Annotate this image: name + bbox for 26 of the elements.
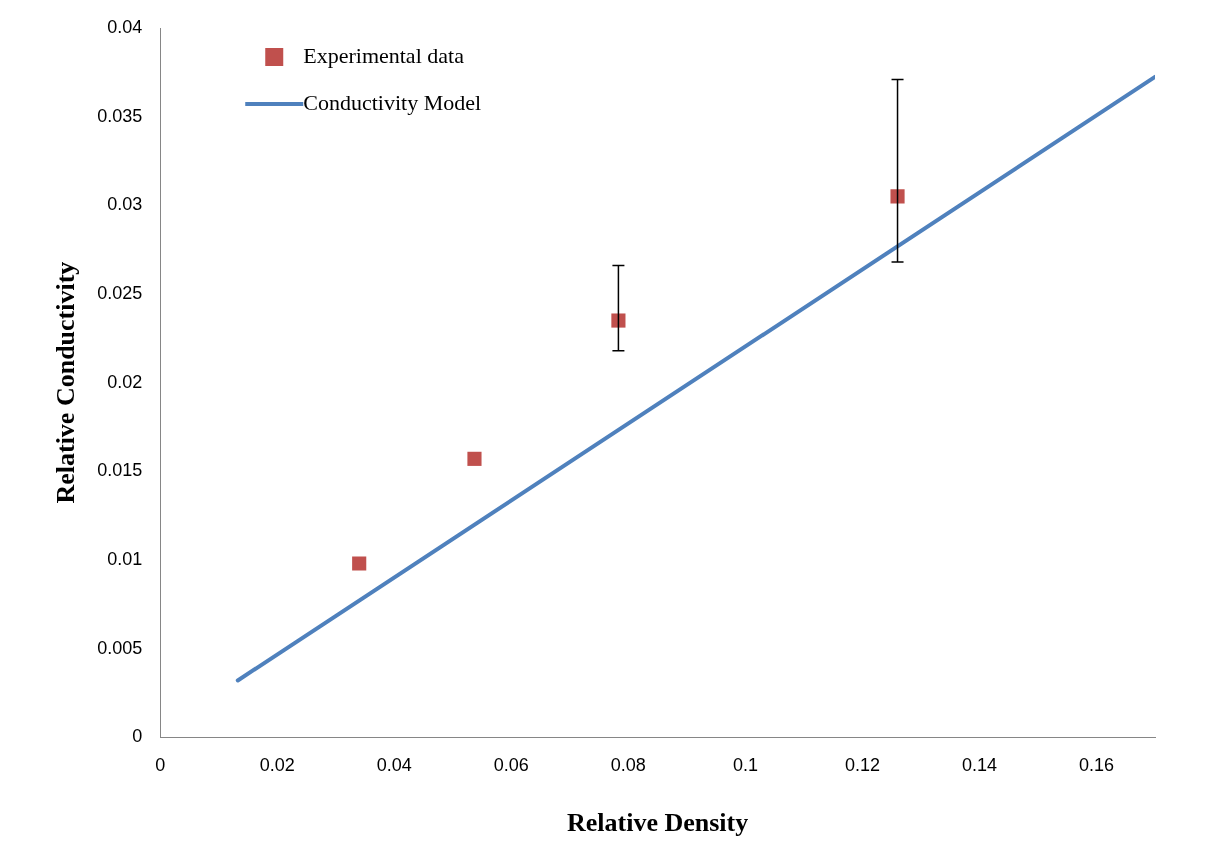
x-tick-label: 0.02: [259, 754, 295, 775]
legend-label: Conductivity Model: [303, 89, 482, 115]
x-tick-label: 0.08: [610, 754, 646, 775]
y-tick-label: 0.02: [107, 371, 143, 392]
x-tick-label: 0.04: [376, 754, 412, 775]
point: [467, 451, 482, 466]
legend-label: Experimental data: [303, 42, 465, 68]
y-tick-label: 0.04: [107, 16, 143, 37]
point: [352, 556, 367, 571]
y-tick-label: 0.005: [97, 637, 143, 658]
y-tick-label: 0.025: [97, 282, 143, 303]
x-tick-label: 0.06: [493, 754, 529, 775]
x-axis-title: Relative Density: [567, 808, 749, 838]
x-tick-label: 0.16: [1078, 754, 1115, 775]
y-axis-title: Relative Conductivity: [51, 261, 81, 504]
x-tick-label: 0.14: [961, 754, 997, 775]
x-tick-label: 0: [155, 754, 166, 775]
x-tick-label: 0.12: [844, 754, 880, 775]
point: [890, 189, 905, 204]
y-tick-label: 0.03: [107, 194, 143, 215]
y-tick-label: 0: [132, 726, 143, 747]
x-tick-label: 0.1: [732, 754, 758, 775]
y-tick-label: 0.01: [107, 548, 143, 569]
y-tick-label: 0.015: [97, 460, 143, 481]
point: [611, 313, 626, 328]
y-tick-label: 0.035: [97, 105, 143, 126]
